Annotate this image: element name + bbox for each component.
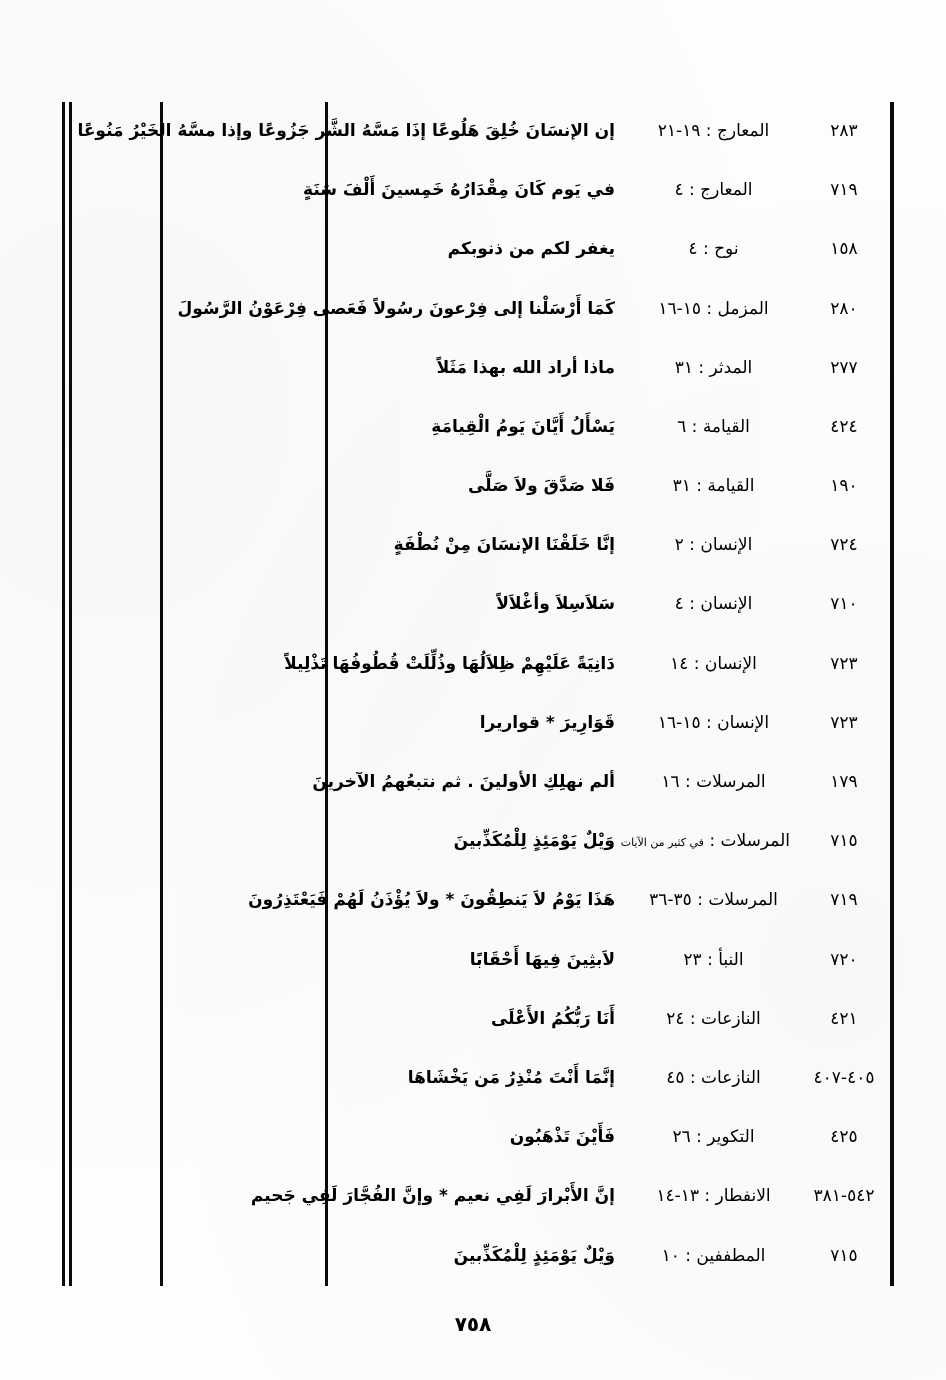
cell-surah-reference: النازعات : ٢٤ [666, 1008, 761, 1029]
cell-page-number: ١٧٩ [830, 772, 858, 793]
table-row: ٤٢٥ التكوير : ٢٦ فَأَيْنَ تَذْهَبُون [62, 1108, 894, 1167]
table-row: ٧١٩ المرسلات : ٣٥-٣٦ هَذَا يَوْمُ لاَ يَنط… [62, 871, 894, 930]
table-border-left-inner [69, 102, 72, 1286]
cell-verse-text: يَسْأَلُ أَيَّانَ يَومُ الْقِيامَةِ [431, 416, 615, 437]
index-table-container: ٢٨٣ المعارج : ١٩-٢١ إن الإنسَانَ خُلِقَ هَ… [62, 102, 894, 1286]
cell-verse-text: كَمَا أَرْسَلْنا إلى فِرْعونَ رسُولاً فَ… [177, 298, 615, 319]
page-number: ٧٥٨ [454, 1312, 492, 1336]
cell-surah-reference: المطففين : ١٠ [661, 1245, 766, 1266]
cell-surah-reference: الإنسان : ١٤ [670, 653, 757, 674]
table-row: ٥٤٢-٣٨١ الانفطار : ١٣-١٤ إنَّ الأَبْرارَ ل… [62, 1167, 894, 1226]
cell-verse-text: أَنَا رَبُّكُمُ الأَعْلَى [490, 1008, 615, 1029]
cell-surah-reference: النازعات : ٤٥ [666, 1067, 761, 1088]
cell-surah-reference: المرسلات : ٣٥-٣٦ [649, 890, 778, 911]
cell-page-number: ٢٨٠ [830, 298, 858, 319]
table-row: ١٧٩ المرسلات : ١٦ ألم نهلِكِ الأولينَ . ثم… [62, 753, 894, 812]
cell-verse-text: سَلاَسِلاَ وأغْلاَلاً [496, 594, 615, 615]
cell-page-number: ٧٢٠ [830, 949, 858, 970]
cell-verse-text: فَأَيْنَ تَذْهَبُون [509, 1127, 615, 1148]
cell-verse-text: ألم نهلِكِ الأولينَ . ثم نتبعُهمُ الآخري… [312, 772, 615, 793]
cell-verse-text: إن الإنسَانَ خُلِقَ هَلُوعًا إذَا مَسَّه… [77, 120, 615, 141]
table-row: ٤٠٥-٤٠٧ النازعات : ٤٥ إنَّمَا أَنْتَ مُنْذ… [62, 1049, 894, 1108]
table-row: ٤٢٤ القيامة : ٦ يَسْأَلُ أَيَّانَ يَومُ ال… [62, 398, 894, 457]
cell-verse-text: فَلا صَدَّقَ ولاَ صَلَّى [467, 476, 615, 497]
verse-index-table: ٢٨٣ المعارج : ١٩-٢١ إن الإنسَانَ خُلِقَ هَ… [62, 102, 894, 1286]
cell-page-number: ٧١٩ [830, 890, 858, 911]
table-row: ٧٢٣ الإنسان : ١٥-١٦ قَوَارِيرَ * قواريرا [62, 694, 894, 753]
table-border-left-outer [62, 102, 65, 1286]
cell-page-number: ٧١٥ [830, 831, 858, 852]
cell-surah-reference: النبأ : ٢٣ [683, 949, 744, 970]
table-row: ٧١٠ الإنسان : ٤ سَلاَسِلاَ وأغْلاَلاً [62, 576, 894, 635]
cell-verse-text: هَذَا يَوْمُ لاَ يَنطِقُونَ * ولاَ يُؤْذ… [248, 890, 615, 911]
cell-surah-reference: الإنسان : ٢ [674, 535, 753, 556]
reference-note: في كثير من الآيات [620, 836, 704, 850]
cell-surah-reference: المعارج : ١٩-٢١ [657, 120, 770, 141]
table-body: ٢٨٣ المعارج : ١٩-٢١ إن الإنسَانَ خُلِقَ هَ… [62, 102, 894, 1286]
cell-verse-text: دَانِيَةً عَلَيْهِمْ ظِلاَلُهَا وذُلِّلَ… [284, 653, 615, 674]
cell-surah-reference: المرسلات : في كثير من الآيات [621, 812, 796, 871]
cell-page-number: ١٩٠ [830, 476, 858, 497]
cell-page-number: ٧١٠ [830, 594, 858, 615]
reference-surah-name: المرسلات : [703, 831, 790, 852]
cell-verse-text: إنَّمَا أَنْتَ مُنْذِرُ مَن يَخْشَاهَا [407, 1067, 615, 1088]
table-row: ٢٨٠ المزمل : ١٥-١٦ كَمَا أَرْسَلْنا إلى فِ… [62, 280, 894, 339]
table-row: ٢٧٧ المدثر : ٣١ ماذا أراد الله بهذا مَثَلا… [62, 339, 894, 398]
cell-page-number: ٧١٩ [830, 180, 858, 201]
cell-verse-text: وَيْلٌ يَوْمَئِذٍ لِلْمُكَذِّبينَ [453, 831, 615, 852]
cell-verse-text: ماذا أراد الله بهذا مَثَلاً [436, 357, 615, 378]
table-border-right [890, 102, 894, 1286]
cell-verse-text: يغفر لكم من ذنوبكم [447, 239, 615, 260]
cell-verse-text: إنَّا خَلَقْنَا الإنسَانَ مِنْ نُطْفَةٍ [393, 535, 615, 556]
table-row: ٧١٥ المرسلات : في كثير من الآيات وَيْلٌ يَ… [62, 812, 894, 871]
table-divider-page-reference [160, 102, 163, 1286]
table-row: ٧٢٣ الإنسان : ١٤ دَانِيَةً عَلَيْهِمْ ظِلا… [62, 635, 894, 694]
table-row: ٤٢١ النازعات : ٢٤ أَنَا رَبُّكُمُ الأَعْلَ… [62, 990, 894, 1049]
cell-verse-text: في يَوم كَانَ مِقْدَارُهُ خَمِسينَ أَلْف… [303, 180, 615, 201]
cell-surah-reference: نوح : ٤ [688, 239, 739, 260]
cell-verse-text: قَوَارِيرَ * قواريرا [479, 712, 615, 733]
table-row: ٧١٥ المطففين : ١٠ وَيْلٌ يَوْمَئِذٍ لِلْمُ… [62, 1227, 894, 1286]
cell-verse-text: لاَبثِينَ فِيهَا أَحْقَابًا [469, 949, 615, 970]
cell-surah-reference: المدثر : ٣١ [674, 357, 753, 378]
cell-surah-reference: المزمل : ١٥-١٦ [658, 298, 769, 319]
cell-page-number: ٢٨٣ [830, 120, 858, 141]
table-row: ٧١٩ المعارج : ٤ في يَوم كَانَ مِقْدَارُهُ … [62, 161, 894, 220]
cell-page-number: ٥٤٢-٣٨١ [813, 1186, 875, 1207]
table-row: ٢٨٣ المعارج : ١٩-٢١ إن الإنسَانَ خُلِقَ هَ… [62, 102, 894, 161]
table-divider-reference-verse [325, 102, 328, 1286]
cell-surah-reference: القيامة : ٣١ [672, 476, 755, 497]
cell-surah-reference: المعارج : ٤ [674, 180, 753, 201]
cell-surah-reference: الإنسان : ٤ [674, 594, 753, 615]
cell-page-number: ٤٢١ [830, 1008, 858, 1029]
cell-page-number: ١٥٨ [830, 239, 858, 260]
cell-page-number: ٤٠٥-٤٠٧ [813, 1067, 875, 1088]
cell-surah-reference: القيامة : ٦ [677, 416, 750, 437]
cell-page-number: ٧٢٣ [830, 712, 858, 733]
cell-surah-reference: الإنسان : ١٥-١٦ [657, 712, 770, 733]
cell-page-number: ٤٢٥ [830, 1127, 858, 1148]
cell-verse-text: وَيْلٌ يَوْمَئِذٍ لِلْمُكَذِّبينَ [453, 1245, 615, 1266]
cell-page-number: ٢٧٧ [830, 357, 858, 378]
cell-surah-reference: الانفطار : ١٣-١٤ [656, 1186, 771, 1207]
cell-page-number: ٤٢٤ [830, 416, 858, 437]
table-row: ٧٢٠ النبأ : ٢٣ لاَبثِينَ فِيهَا أَحْقَابًا [62, 931, 894, 990]
cell-page-number: ٧٢٣ [830, 653, 858, 674]
cell-page-number: ٧١٥ [830, 1245, 858, 1266]
cell-verse-text: إنَّ الأَبْرارَ لَفِي نعيم * وإنَّ الفُج… [250, 1186, 615, 1207]
cell-surah-reference: التكوير : ٢٦ [672, 1127, 755, 1148]
table-row: ٧٢٤ الإنسان : ٢ إنَّا خَلَقْنَا الإنسَانَ … [62, 516, 894, 575]
table-row: ١٥٨ نوح : ٤ يغفر لكم من ذنوبكم [62, 220, 894, 279]
table-row: ١٩٠ القيامة : ٣١ فَلا صَدَّقَ ولاَ صَلَّى [62, 457, 894, 516]
cell-page-number: ٧٢٤ [830, 535, 858, 556]
cell-surah-reference: المرسلات : ١٦ [661, 772, 766, 793]
